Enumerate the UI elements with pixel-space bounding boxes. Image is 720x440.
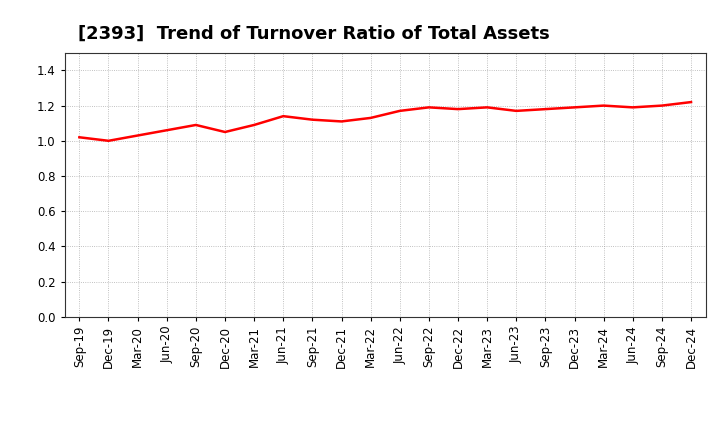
Text: [2393]  Trend of Turnover Ratio of Total Assets: [2393] Trend of Turnover Ratio of Total … xyxy=(78,25,549,43)
